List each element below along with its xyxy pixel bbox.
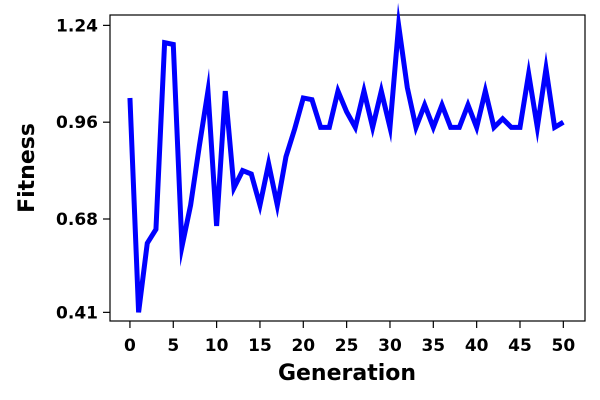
- x-tick-label: 10: [205, 336, 229, 356]
- x-tick-label: 30: [378, 336, 402, 356]
- y-axis-ticks: 0.41 0.68 0.96 1.24: [56, 16, 110, 323]
- fitness-series-line: [127, 2, 565, 313]
- x-tick-label: 20: [291, 336, 315, 356]
- y-axis-label: Fitness: [15, 123, 40, 213]
- x-tick-label: 35: [421, 336, 445, 356]
- x-tick-label: 5: [167, 336, 179, 356]
- x-tick-label: 40: [465, 336, 489, 356]
- x-tick-label: 45: [508, 336, 532, 356]
- y-tick-label: 0.68: [56, 210, 98, 230]
- series-layer: [127, 2, 565, 313]
- x-tick-label: 0: [124, 336, 136, 356]
- y-tick-label: 0.96: [56, 113, 98, 133]
- y-tick-label: 0.41: [56, 303, 98, 323]
- plot-area: [109, 14, 586, 322]
- x-axis-ticks: 0 5 10 15 20 25 30 35 40 45 50: [124, 321, 575, 356]
- x-tick-label: 50: [551, 336, 575, 356]
- x-tick-label: 25: [335, 336, 359, 356]
- x-axis-label: Generation: [278, 361, 416, 386]
- x-tick-label: 15: [248, 336, 272, 356]
- y-tick-label: 1.24: [56, 16, 98, 36]
